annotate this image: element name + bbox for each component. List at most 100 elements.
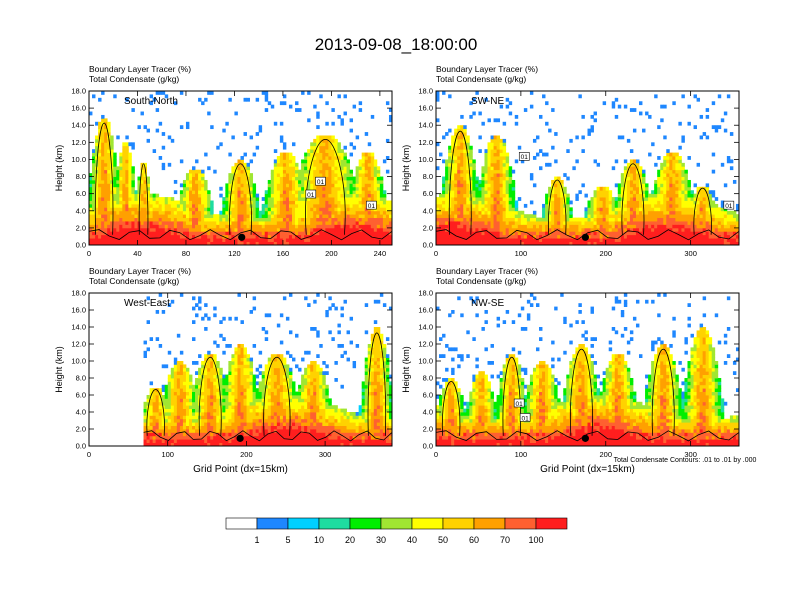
field-cell <box>660 234 664 239</box>
field-cell <box>554 234 558 239</box>
field-cell <box>490 200 494 205</box>
field-cell <box>523 108 528 112</box>
field-cell <box>164 422 169 426</box>
field-cell <box>134 200 138 205</box>
field-cell <box>173 221 178 225</box>
field-cell <box>255 227 260 232</box>
field-cell <box>599 234 604 239</box>
field-cell <box>672 179 676 184</box>
field-cell <box>349 169 354 174</box>
field-cell <box>210 217 214 222</box>
y-tick-label: 14.0 <box>71 121 86 130</box>
field-cell <box>204 227 208 232</box>
field-cell <box>388 214 392 219</box>
field-cell <box>155 408 160 413</box>
field-cell <box>282 200 287 205</box>
field-cell <box>113 241 117 245</box>
field-cell <box>113 176 117 181</box>
field-cell <box>684 197 688 201</box>
field-cell <box>213 217 217 222</box>
field-cell <box>158 197 163 201</box>
field-cell <box>207 166 211 171</box>
field-cell <box>545 121 549 126</box>
field-cell <box>442 179 446 184</box>
field-cell <box>331 169 335 174</box>
field-cell <box>240 179 244 184</box>
field-cell <box>367 173 372 177</box>
field-cell <box>313 169 317 174</box>
field-cell <box>657 238 661 242</box>
field-cell <box>198 210 202 215</box>
field-cell <box>119 183 123 188</box>
field-cell <box>364 217 369 222</box>
field-cell <box>596 234 601 239</box>
field-cell <box>639 221 643 225</box>
field-cell <box>134 210 138 215</box>
field-cell <box>116 203 120 208</box>
field-cell <box>599 214 604 219</box>
field-cell <box>651 210 655 215</box>
field-cell <box>587 210 591 215</box>
field-cell <box>569 138 573 143</box>
field-cell <box>273 179 278 184</box>
field-cell <box>511 224 516 229</box>
field-cell <box>249 159 254 164</box>
field-cell <box>334 238 338 242</box>
field-cell <box>210 224 214 229</box>
field-cell <box>620 135 625 140</box>
field-cell <box>502 221 507 225</box>
field-cell <box>334 169 338 174</box>
field-cell <box>161 210 166 215</box>
field-cell <box>717 221 722 225</box>
field-cell <box>167 231 172 236</box>
field-cell <box>210 221 214 225</box>
field-cell <box>499 152 504 157</box>
field-cell <box>358 241 363 245</box>
field-cell <box>442 186 446 191</box>
field-cell <box>451 183 455 188</box>
field-cell <box>349 183 354 188</box>
field-cell <box>445 183 449 188</box>
field-cell <box>313 217 317 222</box>
field-cell <box>690 224 694 229</box>
field-cell <box>678 121 682 126</box>
field-cell <box>629 227 634 232</box>
field-cell <box>310 207 314 212</box>
field-cell <box>225 200 229 205</box>
field-cell <box>131 207 135 212</box>
field-cell <box>602 210 607 215</box>
field-cell <box>451 207 455 212</box>
field-cell <box>231 224 235 229</box>
field-cell <box>331 176 335 181</box>
field-cell <box>192 176 196 181</box>
field-cell <box>110 162 114 167</box>
field-cell <box>370 224 375 229</box>
field-cell <box>201 210 205 215</box>
field-cell <box>192 227 196 232</box>
field-cell <box>107 221 111 225</box>
field-cell <box>648 193 652 198</box>
x-tick-label: 300 <box>684 249 697 258</box>
field-cell <box>379 238 384 242</box>
field-cell <box>584 227 588 232</box>
field-cell <box>270 217 275 222</box>
field-cell <box>436 197 440 201</box>
field-cell <box>729 221 734 225</box>
field-cell <box>331 190 335 195</box>
field-cell <box>508 210 513 215</box>
field-cell <box>301 91 305 95</box>
field-cell <box>149 439 154 443</box>
field-cell <box>445 221 449 225</box>
field-cell <box>563 224 567 229</box>
field-cell <box>493 200 497 205</box>
field-cell <box>295 193 299 198</box>
field-cell <box>560 203 564 208</box>
field-cell <box>104 234 108 239</box>
field-cell <box>288 166 293 171</box>
field-cell <box>276 179 281 184</box>
field-cell <box>702 241 707 245</box>
field-cell <box>554 207 558 212</box>
field-cell <box>463 200 467 205</box>
field-cell <box>167 405 172 409</box>
field-cell <box>349 234 354 239</box>
